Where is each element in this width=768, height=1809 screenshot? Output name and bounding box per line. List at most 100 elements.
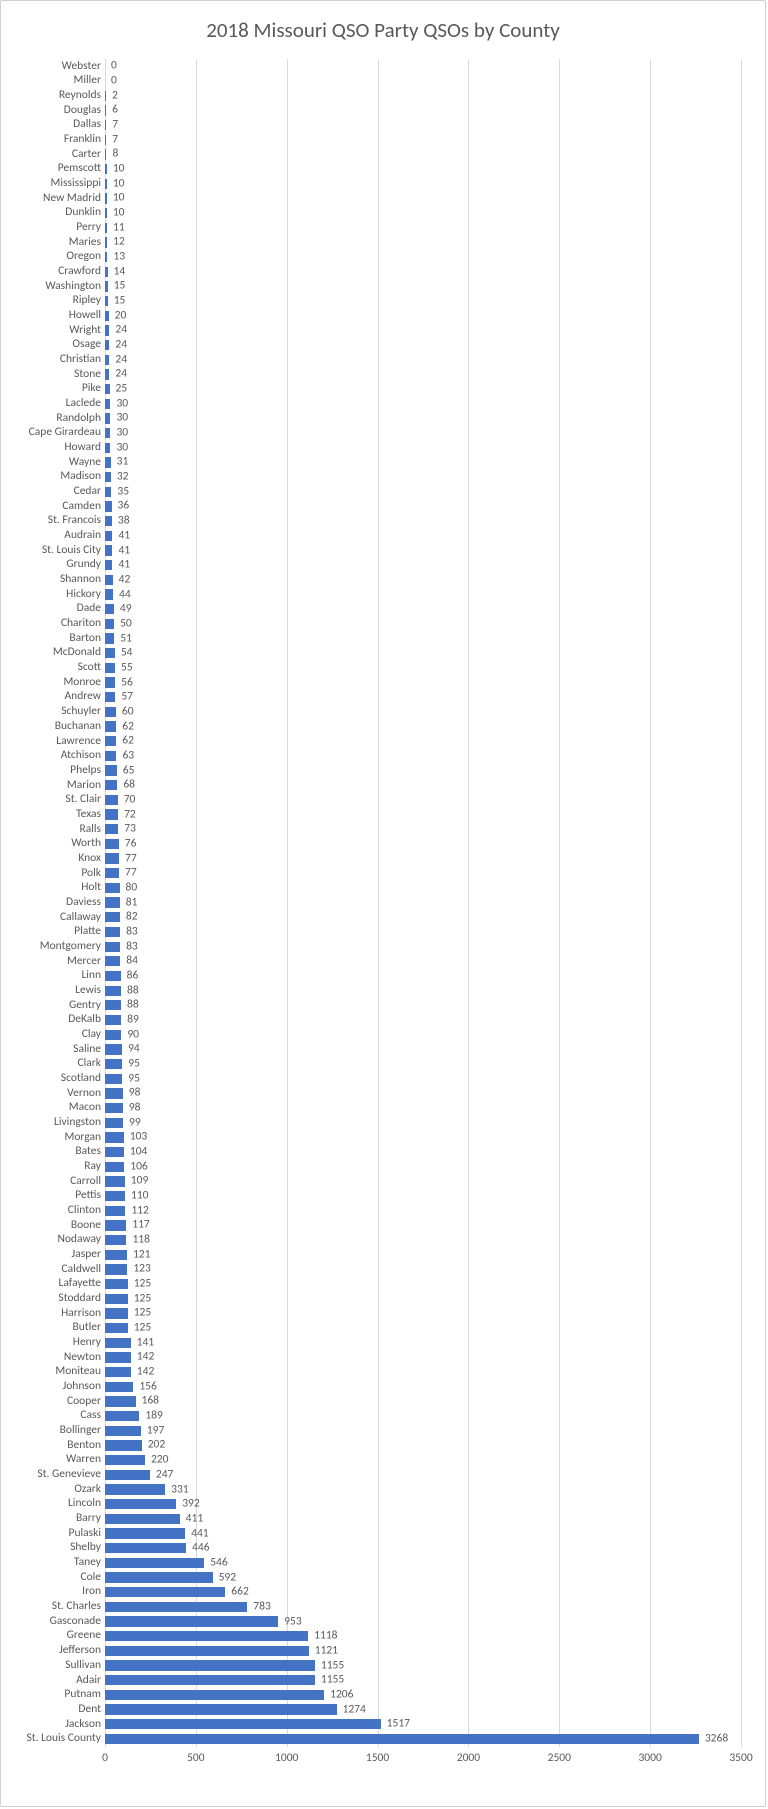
value-label: 42 [119, 574, 131, 586]
value-label: 197 [147, 1425, 165, 1437]
category-label: Carroll [1, 1176, 101, 1186]
category-label: Scott [1, 663, 101, 673]
bar-row: 121 [105, 1250, 741, 1260]
value-label: 10 [113, 163, 125, 175]
bar-row: 81 [105, 897, 741, 907]
bar: 30 [105, 399, 110, 409]
bar-row: 546 [105, 1558, 741, 1568]
category-label: Schuyler [1, 707, 101, 717]
category-label: Platte [1, 927, 101, 937]
bar-row: 1155 [105, 1660, 741, 1670]
category-label: Montgomery [1, 942, 101, 952]
value-label: 51 [120, 633, 132, 645]
category-label: Dade [1, 604, 101, 614]
bar: 117 [105, 1220, 126, 1230]
bar-row: 125 [105, 1308, 741, 1318]
bar-row: 141 [105, 1338, 741, 1348]
category-label: Camden [1, 501, 101, 511]
category-label: St. Francois [1, 516, 101, 526]
category-label: Reynolds [1, 91, 101, 101]
bar-row: 109 [105, 1176, 741, 1186]
category-label: Webster [1, 61, 101, 71]
bar-row: 90 [105, 1030, 741, 1040]
value-label: 8 [112, 149, 118, 161]
bar-row: 24 [105, 340, 741, 350]
bar: 1274 [105, 1704, 337, 1714]
value-label: 80 [126, 882, 138, 894]
bar: 62 [105, 721, 116, 731]
bar: 41 [105, 560, 112, 570]
category-label: Greene [1, 1631, 101, 1641]
category-label: Sullivan [1, 1660, 101, 1670]
category-label: McDonald [1, 648, 101, 658]
x-tick-label: 0 [102, 1751, 108, 1765]
bar: 84 [105, 956, 120, 966]
bar-row: 57 [105, 692, 741, 702]
category-label: St. Genevieve [1, 1470, 101, 1480]
bar: 95 [105, 1059, 122, 1069]
value-label: 1517 [387, 1719, 410, 1731]
x-tick-label: 2500 [548, 1751, 571, 1765]
bar-row: 83 [105, 927, 741, 937]
bar-row: 104 [105, 1147, 741, 1157]
category-label: Maries [1, 237, 101, 247]
bar: 118 [105, 1235, 126, 1245]
category-label: Holt [1, 883, 101, 893]
bar-row: 95 [105, 1059, 741, 1069]
category-label: Stoddard [1, 1294, 101, 1304]
category-label: Lawrence [1, 736, 101, 746]
value-label: 76 [125, 838, 137, 850]
bar: 592 [105, 1572, 213, 1582]
bar-row: 36 [105, 501, 741, 511]
bar: 14 [105, 267, 108, 277]
bar: 98 [105, 1103, 123, 1113]
value-label: 168 [142, 1396, 160, 1408]
bar: 202 [105, 1440, 142, 1450]
category-label: Ripley [1, 296, 101, 306]
value-label: 35 [117, 486, 129, 498]
value-label: 7 [112, 134, 118, 146]
value-label: 247 [156, 1469, 174, 1481]
bar-row: 31 [105, 457, 741, 467]
bar: 24 [105, 325, 109, 335]
bar: 411 [105, 1514, 180, 1524]
value-label: 220 [151, 1454, 169, 1466]
value-label: 3268 [705, 1733, 728, 1745]
value-label: 25 [116, 383, 128, 395]
bar-row: 110 [105, 1191, 741, 1201]
bar-row: 446 [105, 1543, 741, 1553]
bar-row: 73 [105, 824, 741, 834]
bar-row: 1118 [105, 1631, 741, 1641]
bar-row: 0 [105, 61, 741, 71]
bar-row: 331 [105, 1484, 741, 1494]
bar: 80 [105, 883, 120, 893]
category-label: Knox [1, 853, 101, 863]
value-label: 156 [139, 1381, 157, 1393]
bar-row: 56 [105, 677, 741, 687]
bar: 662 [105, 1587, 225, 1597]
value-label: 30 [116, 427, 128, 439]
bar-row: 38 [105, 516, 741, 526]
category-label: Clark [1, 1059, 101, 1069]
value-label: 1274 [343, 1704, 366, 1716]
bar: 13 [105, 252, 107, 262]
category-label: Putnam [1, 1690, 101, 1700]
value-label: 54 [121, 647, 133, 659]
value-label: 65 [123, 765, 135, 777]
category-label: Macon [1, 1103, 101, 1113]
category-label: St. Louis County [1, 1734, 101, 1744]
value-label: 2 [112, 90, 118, 102]
bar: 10 [105, 164, 107, 174]
category-label: Clinton [1, 1206, 101, 1216]
bar: 83 [105, 942, 120, 952]
category-label: Johnson [1, 1382, 101, 1392]
bar-row: 142 [105, 1367, 741, 1377]
value-label: 84 [126, 956, 138, 968]
bar: 1206 [105, 1690, 324, 1700]
bar-row: 783 [105, 1602, 741, 1612]
category-label: Daviess [1, 897, 101, 907]
bar-row: 84 [105, 956, 741, 966]
value-label: 1121 [315, 1645, 338, 1657]
value-label: 142 [137, 1352, 155, 1364]
bar-row: 42 [105, 575, 741, 585]
